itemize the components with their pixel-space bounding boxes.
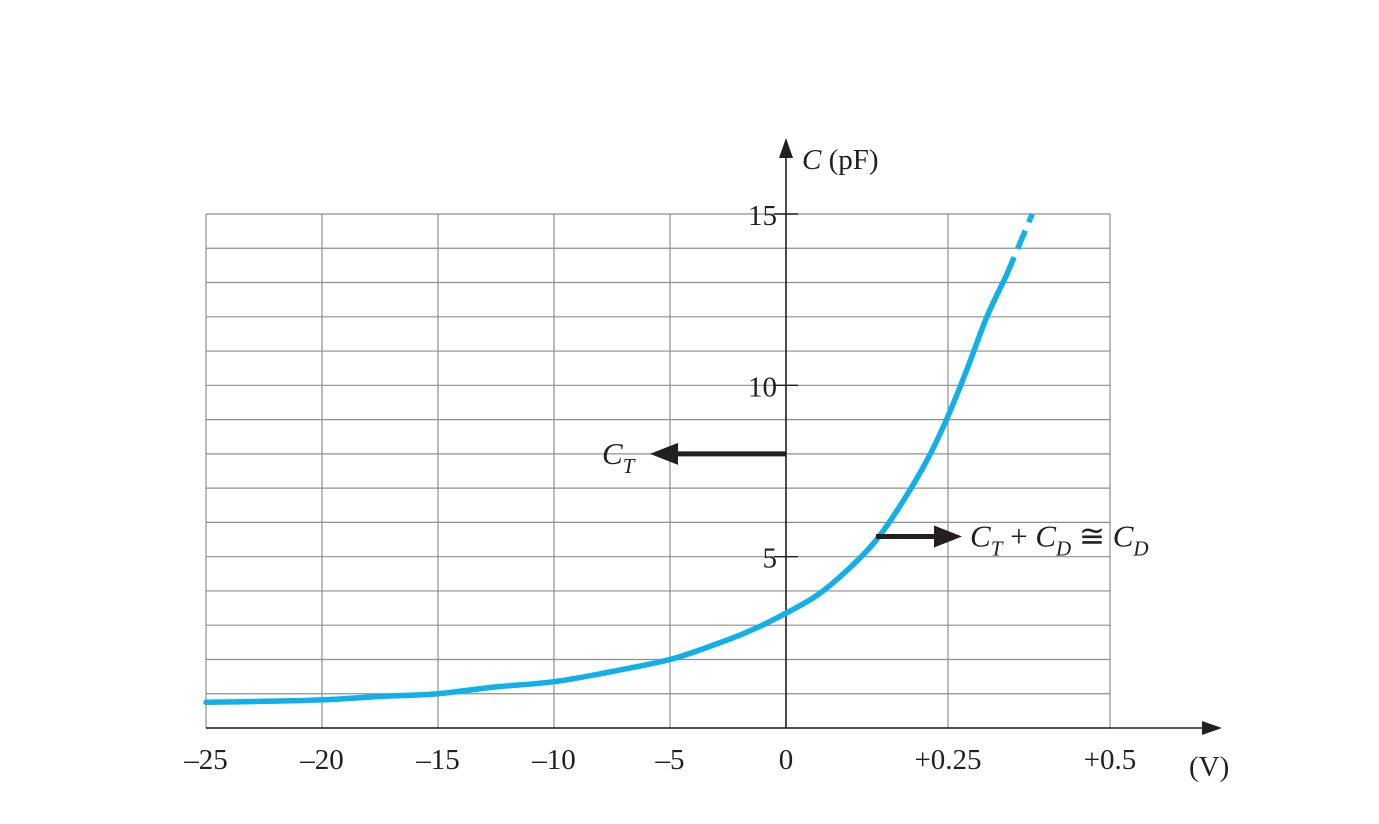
x-tick-label: –15: [415, 744, 460, 776]
curve-dashed-extension: [1003, 212, 1035, 277]
x-axis-title: (V): [1189, 751, 1229, 783]
y-axis-arrowhead: [779, 138, 793, 158]
y-axis-title: C (pF): [802, 144, 879, 176]
x-tick-label: +0.5: [1084, 744, 1137, 776]
tick-labels: 5 10 15 –25 –20 –15 –10 –5 0 +0.25 +0.5: [183, 200, 1136, 776]
y-tick-label: 5: [763, 543, 778, 575]
ctcd-label: CT + CD ≅ CD: [970, 519, 1149, 561]
ct-label: CT: [602, 436, 636, 478]
capacitance-curve: [203, 272, 1010, 706]
annotations: CT CT + CD ≅ CD: [602, 436, 1149, 561]
x-tick-label: 0: [779, 744, 794, 776]
x-tick-label: –25: [183, 744, 228, 776]
y-tick-label: 10: [748, 371, 777, 403]
ctcd-arrowhead: [934, 525, 962, 548]
x-tick-label: –10: [531, 744, 576, 776]
axes: [206, 138, 1222, 735]
x-tick-label: –20: [299, 744, 344, 776]
ct-arrowhead: [650, 442, 678, 465]
y-tick-label: 15: [748, 200, 777, 232]
x-tick-label: +0.25: [914, 744, 981, 776]
x-tick-label: –5: [655, 744, 685, 776]
grid: [205, 213, 1111, 729]
plot-area: [203, 212, 1035, 706]
x-axis-arrowhead: [1202, 721, 1222, 735]
